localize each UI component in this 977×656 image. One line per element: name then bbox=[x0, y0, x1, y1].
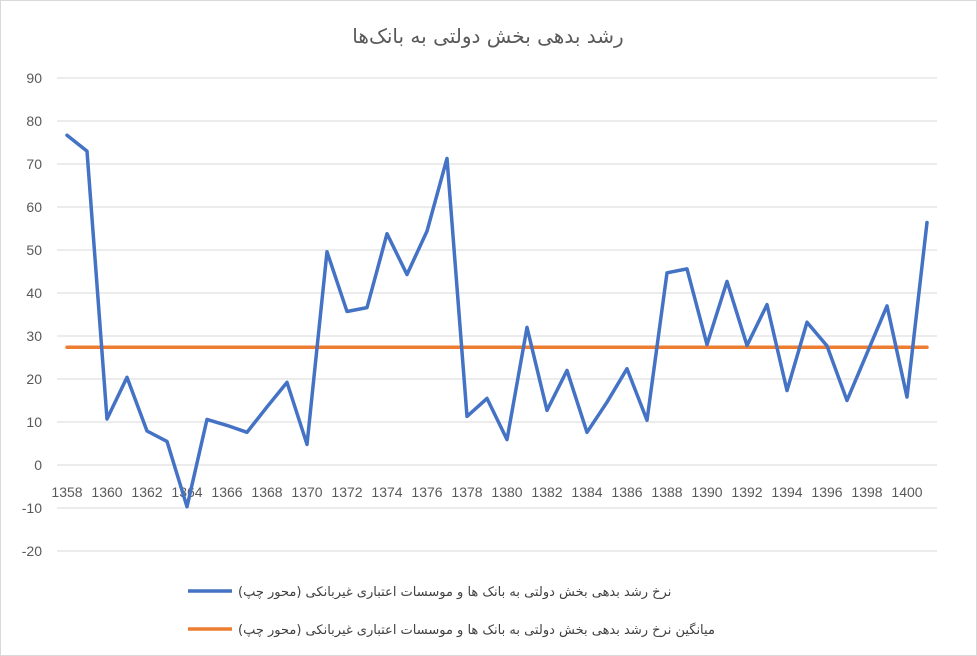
y-tick-label: -10 bbox=[22, 500, 42, 516]
gridlines bbox=[57, 77, 937, 552]
x-tick-label: 1372 bbox=[331, 484, 362, 500]
x-tick-label: 1384 bbox=[571, 484, 602, 500]
legend-label-series-1: نرخ رشد بدهی بخش دولتی به بانک ها و موسس… bbox=[238, 585, 671, 600]
x-tick-label: 1370 bbox=[291, 484, 322, 500]
legend: نرخ رشد بدهی بخش دولتی به بانک ها و موسس… bbox=[188, 585, 715, 638]
y-tick-label: 70 bbox=[26, 156, 42, 172]
x-tick-label: 1364 bbox=[171, 484, 202, 500]
y-axis-ticks: -20 -10 0 10 20 30 40 50 60 70 80 90 bbox=[22, 70, 42, 559]
x-tick-label: 1390 bbox=[691, 484, 722, 500]
x-tick-label: 1360 bbox=[91, 484, 122, 500]
y-tick-label: 50 bbox=[26, 242, 42, 258]
y-tick-label: 10 bbox=[26, 414, 42, 430]
x-tick-label: 1380 bbox=[491, 484, 522, 500]
x-tick-label: 1396 bbox=[811, 484, 842, 500]
y-tick-label: 80 bbox=[26, 113, 42, 129]
x-tick-label: 1358 bbox=[51, 484, 82, 500]
chart-title: رشد بدهی بخش دولتی به بانک‌ها bbox=[352, 24, 623, 48]
x-tick-label: 1378 bbox=[451, 484, 482, 500]
x-tick-label: 1388 bbox=[651, 484, 682, 500]
x-tick-label: 1398 bbox=[851, 484, 882, 500]
series-lines bbox=[65, 133, 929, 509]
y-tick-label: 60 bbox=[26, 199, 42, 215]
x-tick-label: 1366 bbox=[211, 484, 242, 500]
x-tick-label: 1368 bbox=[251, 484, 282, 500]
x-tick-label: 1394 bbox=[771, 484, 802, 500]
x-tick-label: 1400 bbox=[891, 484, 922, 500]
y-tick-label: 0 bbox=[34, 457, 42, 473]
y-tick-label: 20 bbox=[26, 371, 42, 387]
y-tick-label: 90 bbox=[26, 70, 42, 86]
series-line-1 bbox=[65, 133, 929, 509]
x-tick-label: 1392 bbox=[731, 484, 762, 500]
x-tick-label: 1386 bbox=[611, 484, 642, 500]
x-tick-label: 1374 bbox=[371, 484, 402, 500]
x-tick-label: 1362 bbox=[131, 484, 162, 500]
x-axis-ticks: 1358 1360 1362 1364 1366 1368 1370 1372 1374 1376… bbox=[51, 484, 922, 500]
y-tick-label: 30 bbox=[26, 328, 42, 344]
y-tick-label: 40 bbox=[26, 285, 42, 301]
x-tick-label: 1382 bbox=[531, 484, 562, 500]
y-tick-label: -20 bbox=[22, 543, 42, 559]
x-tick-label: 1376 bbox=[411, 484, 442, 500]
legend-label-series-2: میانگین نرخ رشد بدهی بخش دولتی به بانک ه… bbox=[238, 622, 715, 638]
